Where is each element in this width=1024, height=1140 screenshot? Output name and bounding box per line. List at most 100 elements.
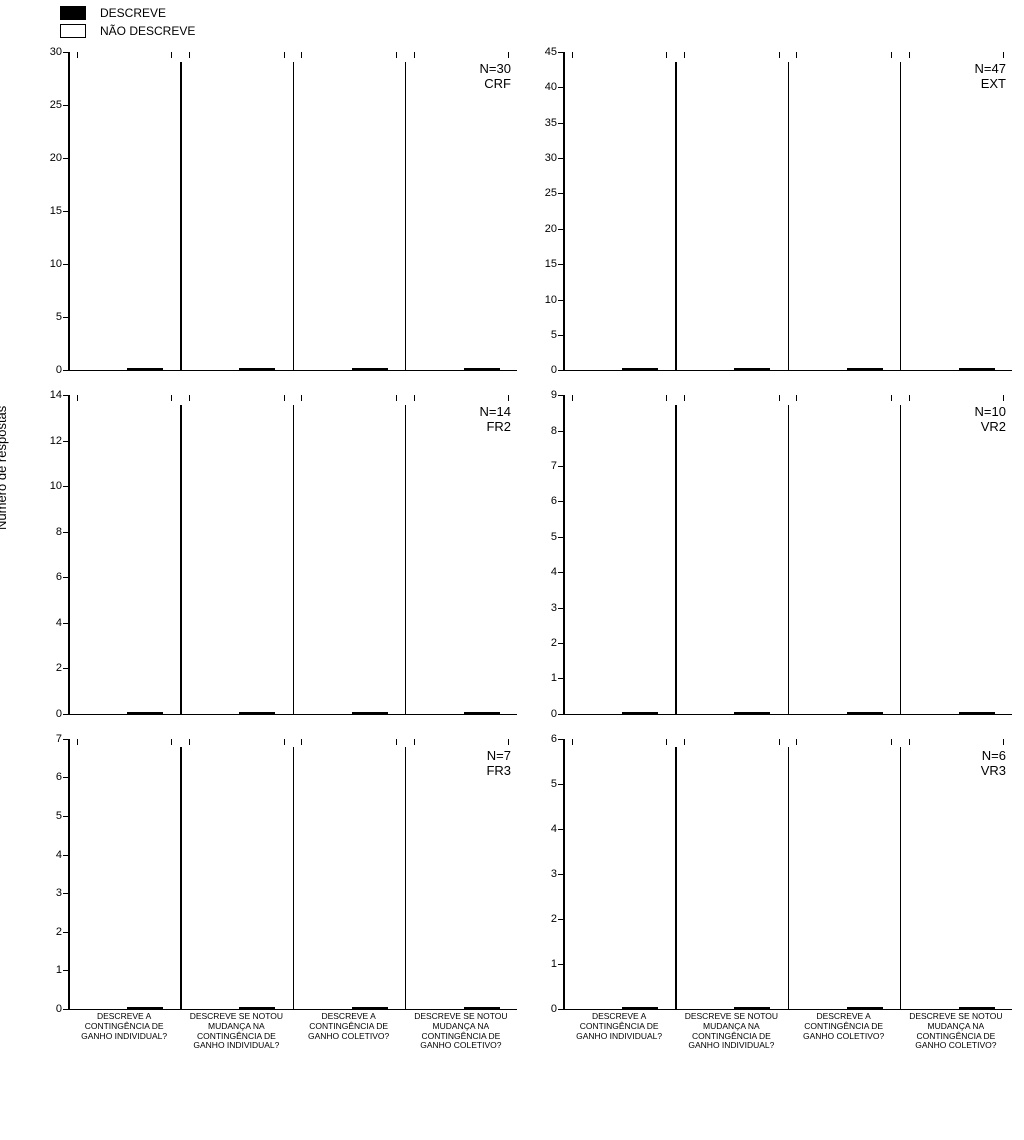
bar-group — [416, 712, 506, 714]
top-tick — [301, 395, 302, 401]
y-tick — [558, 874, 563, 875]
y-tick-label: 5 — [551, 329, 557, 341]
plot-area: 01234567N=7FR3 — [68, 739, 517, 1010]
top-tick — [909, 52, 910, 58]
y-tick-label: 35 — [545, 117, 557, 129]
top-tick — [396, 739, 397, 745]
panel-tag: N=14FR2 — [480, 405, 511, 435]
bar-nao-descreve — [127, 712, 163, 714]
y-tick-label: 0 — [56, 364, 62, 376]
y-tick — [63, 577, 68, 578]
y-tick-label: 15 — [50, 205, 62, 217]
y-tick-label: 25 — [50, 99, 62, 111]
y-tick — [558, 300, 563, 301]
y-tick — [558, 193, 563, 194]
y-tick-label: 7 — [551, 460, 557, 472]
y-tick-label: 12 — [50, 435, 62, 447]
x-category-label: DESCREVE A CONTINGÊNCIA DE GANHO COLETIV… — [293, 1010, 405, 1074]
y-tick — [63, 211, 68, 212]
y-tick — [558, 678, 563, 679]
y-tick-label: 6 — [551, 733, 557, 745]
y-tick — [558, 829, 563, 830]
top-tick — [414, 395, 415, 401]
x-category-label: DESCREVE SE NOTOU MUDANÇA NA CONTINGÊNCI… — [405, 1010, 517, 1074]
y-tick — [558, 395, 563, 396]
bar-nao-descreve — [239, 1007, 275, 1009]
bar-group — [799, 368, 889, 370]
bar-group — [911, 712, 1001, 714]
group-separator — [900, 62, 902, 371]
legend: DESCREVE NÃO DESCREVE — [60, 6, 195, 42]
y-tick — [558, 87, 563, 88]
top-tick — [301, 739, 302, 745]
y-tick — [63, 816, 68, 817]
panel-fr3: 01234567N=7FR3DESCREVE A CONTINGÊNCIA DE… — [34, 731, 517, 1074]
y-tick — [558, 784, 563, 785]
x-category-label: DESCREVE A CONTINGÊNCIA DE GANHO INDIVID… — [563, 1010, 675, 1074]
bar-group — [79, 712, 169, 714]
y-tick-label: 4 — [56, 617, 62, 629]
top-tick — [1003, 739, 1004, 745]
bar-group — [304, 368, 394, 370]
group-separator — [675, 405, 677, 714]
top-tick — [684, 739, 685, 745]
top-tick — [396, 52, 397, 58]
bar-nao-descreve — [734, 1007, 770, 1009]
top-tick — [779, 739, 780, 745]
top-tick — [171, 739, 172, 745]
y-tick-label: 20 — [545, 223, 557, 235]
bar-group — [191, 712, 281, 714]
top-tick — [779, 52, 780, 58]
bar-nao-descreve — [847, 368, 883, 370]
top-tick — [572, 52, 573, 58]
group-separator — [293, 405, 295, 714]
bar-nao-descreve — [239, 368, 275, 370]
panel-tag: N=30CRF — [480, 62, 511, 92]
bar-nao-descreve — [622, 712, 658, 714]
bar-group — [911, 368, 1001, 370]
group-separator — [900, 405, 902, 714]
bar-nao-descreve — [352, 1007, 388, 1009]
y-tick-label: 1 — [56, 964, 62, 976]
bar-group — [799, 712, 889, 714]
y-tick-label: 4 — [56, 849, 62, 861]
bar-group — [911, 1007, 1001, 1009]
y-tick-label: 8 — [551, 425, 557, 437]
bar-group — [191, 1007, 281, 1009]
y-tick-label: 6 — [551, 495, 557, 507]
y-tick-label: 3 — [551, 602, 557, 614]
bar-group — [79, 1007, 169, 1009]
top-tick — [1003, 395, 1004, 401]
top-tick — [508, 739, 509, 745]
top-tick — [891, 395, 892, 401]
y-tick — [558, 739, 563, 740]
group-separator — [675, 62, 677, 371]
plot-area: 0123456N=6VR3 — [563, 739, 1012, 1010]
group-separator — [900, 747, 902, 1009]
panel-crf: 051015202530N=30CRF — [34, 44, 517, 387]
group-separator — [293, 62, 295, 371]
top-tick — [909, 739, 910, 745]
y-tick-label: 2 — [551, 913, 557, 925]
x-labels-row: DESCREVE A CONTINGÊNCIA DE GANHO INDIVID… — [563, 1010, 1012, 1074]
bar-group — [416, 368, 506, 370]
top-tick — [414, 52, 415, 58]
y-tick-label: 6 — [56, 571, 62, 583]
bar-group — [686, 712, 776, 714]
bar-group — [574, 712, 664, 714]
y-tick — [63, 714, 68, 715]
top-tick — [909, 395, 910, 401]
y-tick — [558, 158, 563, 159]
y-tick — [63, 158, 68, 159]
y-tick — [558, 643, 563, 644]
bar-nao-descreve — [464, 1007, 500, 1009]
top-tick — [171, 52, 172, 58]
y-tick — [558, 714, 563, 715]
top-tick — [1003, 52, 1004, 58]
bar-group — [79, 368, 169, 370]
y-tick-label: 30 — [50, 46, 62, 58]
top-tick — [779, 395, 780, 401]
y-axis-line — [563, 52, 565, 370]
swatch-hollow-icon — [60, 24, 86, 38]
x-category-label: DESCREVE A CONTINGÊNCIA DE GANHO INDIVID… — [68, 1010, 180, 1074]
